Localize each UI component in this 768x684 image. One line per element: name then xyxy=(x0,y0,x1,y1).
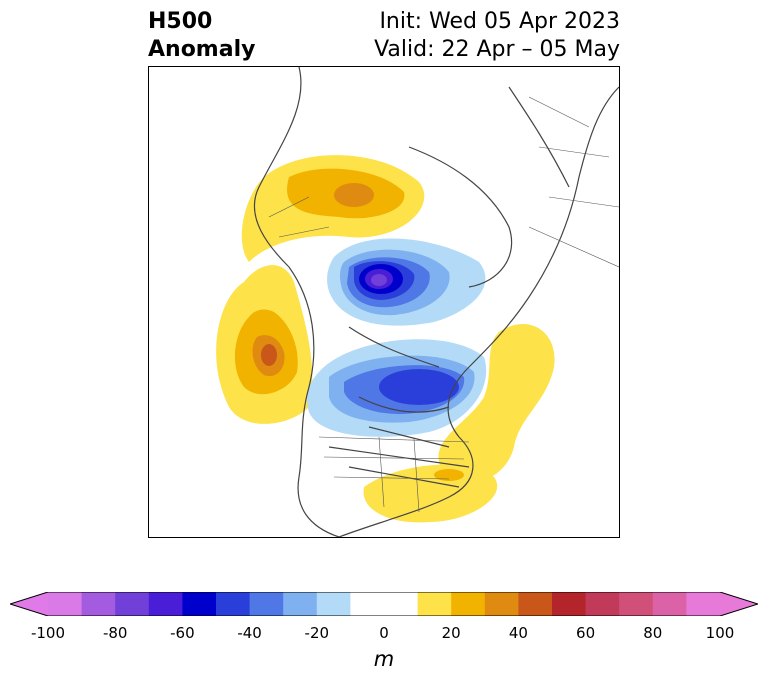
colorbar-segment xyxy=(552,592,587,616)
colorbar-segment xyxy=(81,592,116,616)
colorbar-tick-label: 80 xyxy=(643,624,663,642)
colorbar-tick-label: 20 xyxy=(441,624,461,642)
anomaly-map xyxy=(216,67,619,537)
ridge-southeast-us xyxy=(363,464,498,523)
colorbar-extend-high xyxy=(720,592,758,616)
colorbar-tick-label: 0 xyxy=(379,624,389,642)
colorbar-segment xyxy=(283,592,318,616)
coastlines xyxy=(253,67,619,537)
colorbar-segment xyxy=(216,592,251,616)
colorbar-units: m xyxy=(373,647,395,671)
colorbar-tick-label: 40 xyxy=(508,624,528,642)
colorbar-segment xyxy=(451,592,486,616)
colorbar-segment xyxy=(518,592,553,616)
colorbar-segment xyxy=(585,592,620,616)
colorbar-segment xyxy=(384,592,419,616)
title-field: H500 xyxy=(148,9,213,34)
colorbar-tick-label: -60 xyxy=(170,624,195,642)
country-borders xyxy=(268,96,619,513)
colorbar-extend-low xyxy=(10,592,48,616)
colorbar-segment xyxy=(316,592,351,616)
colorbar-segment xyxy=(48,592,83,616)
colorbar-segment xyxy=(417,592,452,616)
colorbar-tick-label: -80 xyxy=(102,624,128,642)
ridge-atlantic xyxy=(438,324,555,484)
colorbar-segment xyxy=(686,592,721,616)
colorbar-segment xyxy=(619,592,654,616)
colorbar-tick-label: -20 xyxy=(304,624,330,642)
ridge-west-coast-core xyxy=(261,344,277,366)
init-time: Init: Wed 05 Apr 2023 xyxy=(379,9,620,34)
valid-period: Valid: 22 Apr – 05 May xyxy=(374,37,620,62)
colorbar-tick-label: -100 xyxy=(30,624,66,642)
ridge-siberia-core xyxy=(334,183,374,207)
colorbar-tick-label: 100 xyxy=(705,624,735,642)
colorbar-segment xyxy=(148,592,183,616)
map-panel xyxy=(148,66,620,538)
colorbar-segment xyxy=(115,592,150,616)
colorbar-segment xyxy=(249,592,284,616)
ridge-southeast-us-core xyxy=(434,469,464,481)
chart-title-right: Init: Wed 05 Apr 2023 Valid: 22 Apr – 05… xyxy=(374,8,620,64)
trough-canada-4 xyxy=(379,369,459,405)
colorbar-segment xyxy=(350,592,385,616)
colorbar-segment xyxy=(182,592,217,616)
colorbar-segment xyxy=(652,592,687,616)
colorbar-segment xyxy=(484,592,519,616)
colorbar-tick-label: -40 xyxy=(237,624,262,642)
title-field-type: Anomaly xyxy=(148,37,256,62)
colorbar xyxy=(10,592,758,616)
colorbar-tick-label: 60 xyxy=(576,624,596,642)
trough-arctic-core xyxy=(371,274,387,286)
chart-title-left: H500 Anomaly xyxy=(148,8,255,64)
